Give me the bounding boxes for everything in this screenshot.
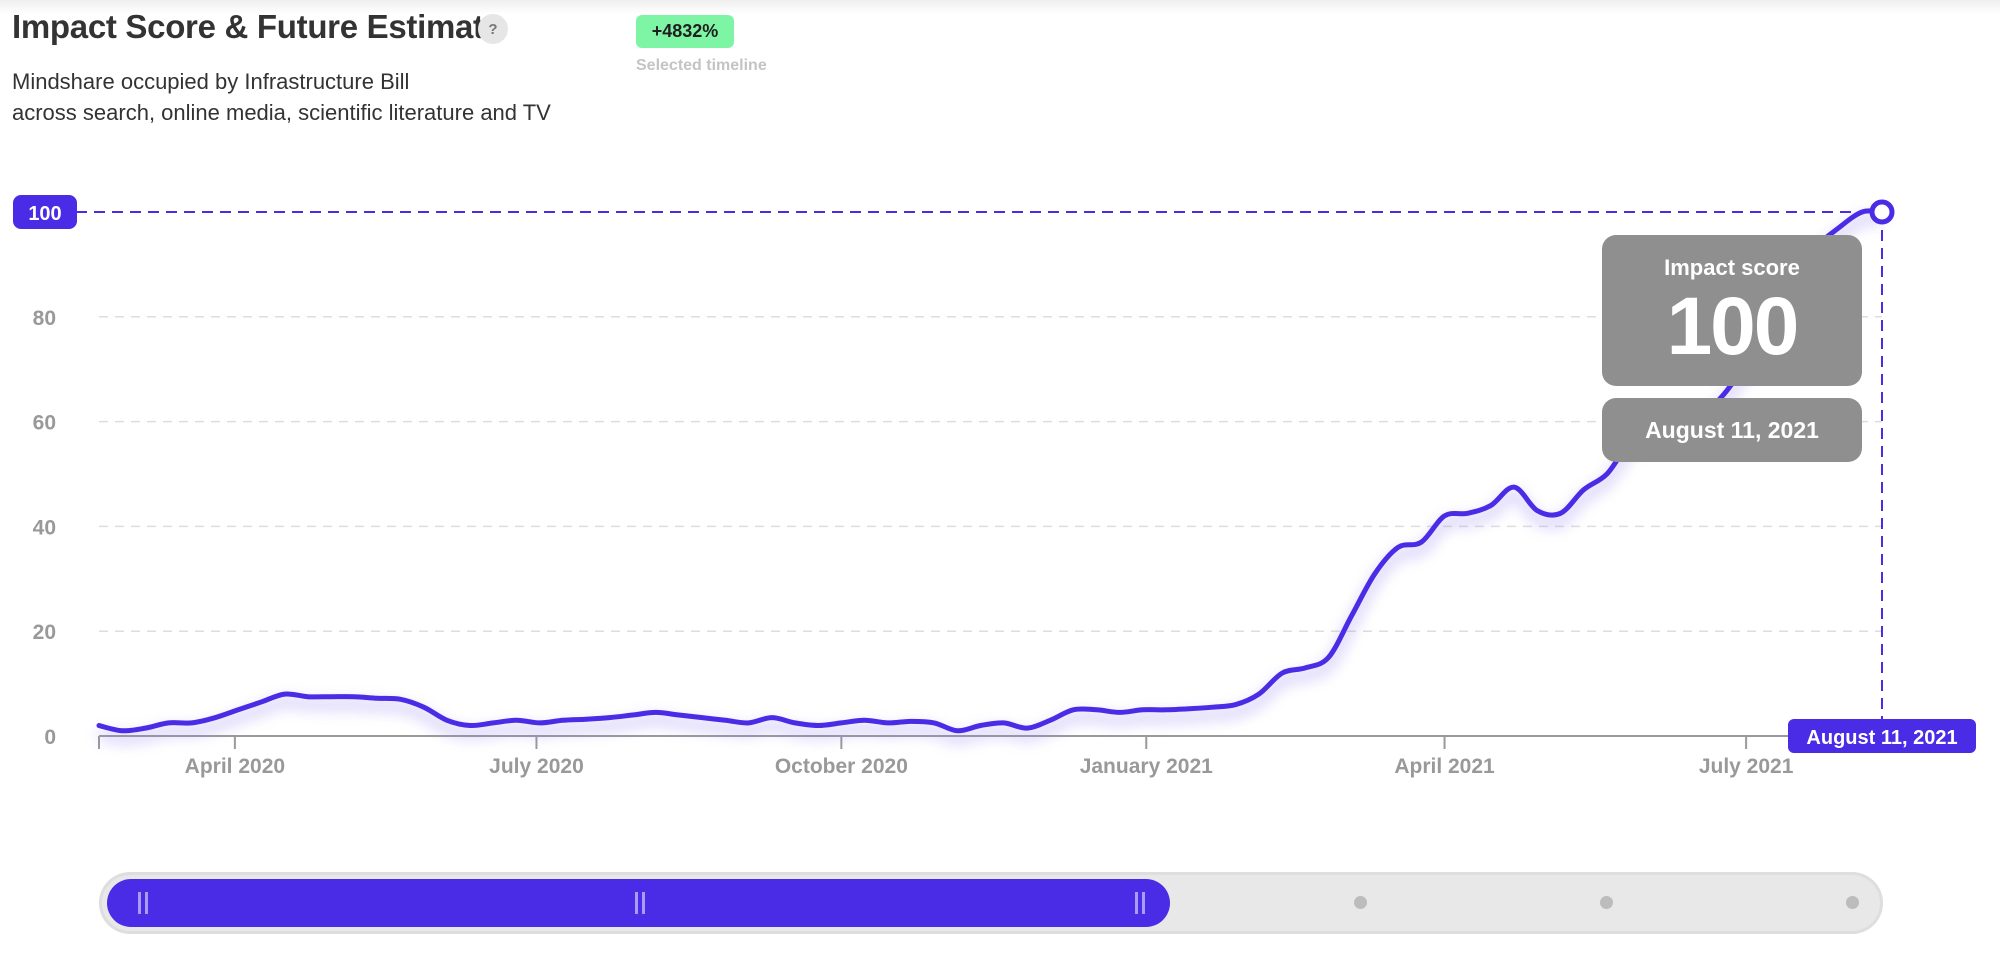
chart-subtitle: Mindshare occupied by Infrastructure Bil… [12, 66, 551, 128]
slider-middle-handle[interactable] [634, 892, 646, 914]
series-line-shadow [97, 213, 1883, 744]
x-tick-label: January 2021 [1080, 755, 1213, 778]
change-badge: +4832% [636, 15, 734, 48]
x-tick-label: July 2020 [489, 755, 584, 778]
highlight-x-pill [1788, 719, 1976, 753]
x-tick-label: July 2021 [1699, 755, 1794, 778]
help-icon[interactable]: ? [478, 14, 508, 44]
highlight-point [1869, 199, 1895, 225]
tooltip-value: 100 [1666, 281, 1800, 372]
slider-left-handle[interactable] [137, 892, 149, 914]
slider-track-dot[interactable] [1846, 896, 1859, 909]
y-tick-label: 60 [33, 412, 56, 435]
y-tick-label: 40 [33, 516, 56, 539]
x-tick-label: April 2021 [1394, 755, 1495, 778]
tooltip-score: Impact score 100 [1602, 235, 1862, 386]
x-tick-label: October 2020 [775, 755, 908, 778]
y-tick-label: 0 [44, 726, 56, 749]
highlight-x-label: August 11, 2021 [1806, 727, 1957, 749]
series-line [96, 208, 1885, 734]
y-tick-label: 20 [33, 621, 56, 644]
change-caption: Selected timeline [636, 57, 767, 74]
slider-track-dot[interactable] [1600, 896, 1613, 909]
tooltip-label: Impact score [1664, 255, 1800, 280]
subtitle-line-1: Mindshare occupied by Infrastructure Bil… [12, 69, 410, 94]
highlight-y-label: 100 [28, 203, 61, 225]
x-tick-label: April 2020 [185, 755, 285, 778]
slider-track-dot[interactable] [1354, 896, 1367, 909]
timeline-slider-range[interactable] [107, 879, 1170, 927]
y-tick-label: 80 [33, 307, 56, 330]
top-shadow [0, 0, 2000, 14]
slider-right-handle[interactable] [1134, 892, 1146, 914]
subtitle-line-2: across search, online media, scientific … [12, 100, 551, 125]
tooltip-date: August 11, 2021 [1602, 398, 1862, 462]
page-title: Impact Score & Future Estimate [12, 8, 502, 45]
highlight-y-pill [13, 195, 77, 229]
